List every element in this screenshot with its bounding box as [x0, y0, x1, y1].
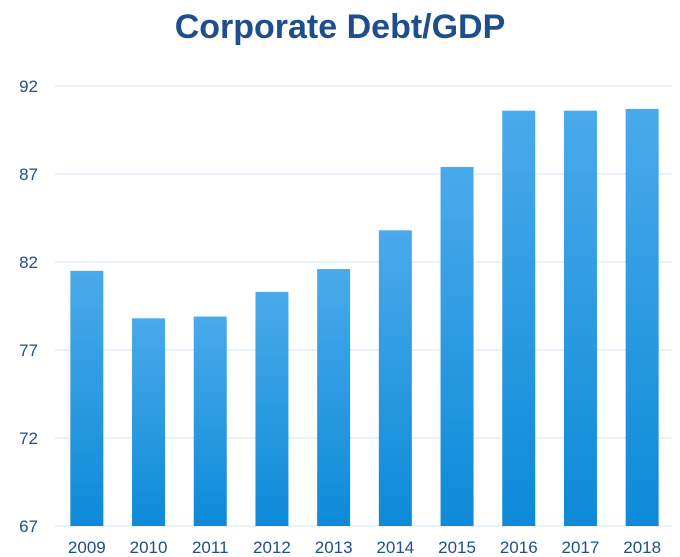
- y-tick-label: 72: [19, 429, 38, 448]
- x-axis-ticks: 2009 2010 2011 2012 2013 2014 2015 2016 2017 2018: [68, 538, 661, 557]
- x-tick-label: 2010: [130, 538, 168, 557]
- y-axis-ticks: 67 72 77 82 87 92: [19, 77, 38, 536]
- x-tick-label: 2009: [68, 538, 106, 557]
- bar-2015: [440, 166, 474, 526]
- x-tick-label: 2014: [376, 538, 414, 557]
- bar-2018: [625, 108, 659, 526]
- x-tick-label: 2017: [562, 538, 600, 557]
- bar-2016: [502, 110, 536, 526]
- x-tick-label: 2011: [192, 538, 229, 557]
- y-tick-label: 77: [19, 341, 38, 360]
- x-tick-label: 2018: [623, 538, 661, 557]
- bar-2012: [255, 291, 289, 526]
- chart-title: Corporate Debt/GDP: [174, 8, 506, 46]
- y-tick-label: 67: [19, 517, 38, 536]
- bar-2010: [132, 318, 166, 526]
- bar-2009: [70, 270, 104, 526]
- x-tick-label: 2013: [315, 538, 353, 557]
- x-tick-label: 2012: [253, 538, 291, 557]
- y-tick-label: 92: [19, 77, 38, 96]
- bar-2014: [378, 230, 412, 526]
- bars: [70, 108, 659, 526]
- bar-2011: [193, 316, 227, 526]
- x-tick-label: 2015: [438, 538, 476, 557]
- y-tick-label: 87: [19, 165, 38, 184]
- bar-2013: [317, 269, 351, 526]
- y-tick-label: 82: [19, 253, 38, 272]
- bar-2017: [563, 110, 597, 526]
- x-tick-label: 2016: [500, 538, 538, 557]
